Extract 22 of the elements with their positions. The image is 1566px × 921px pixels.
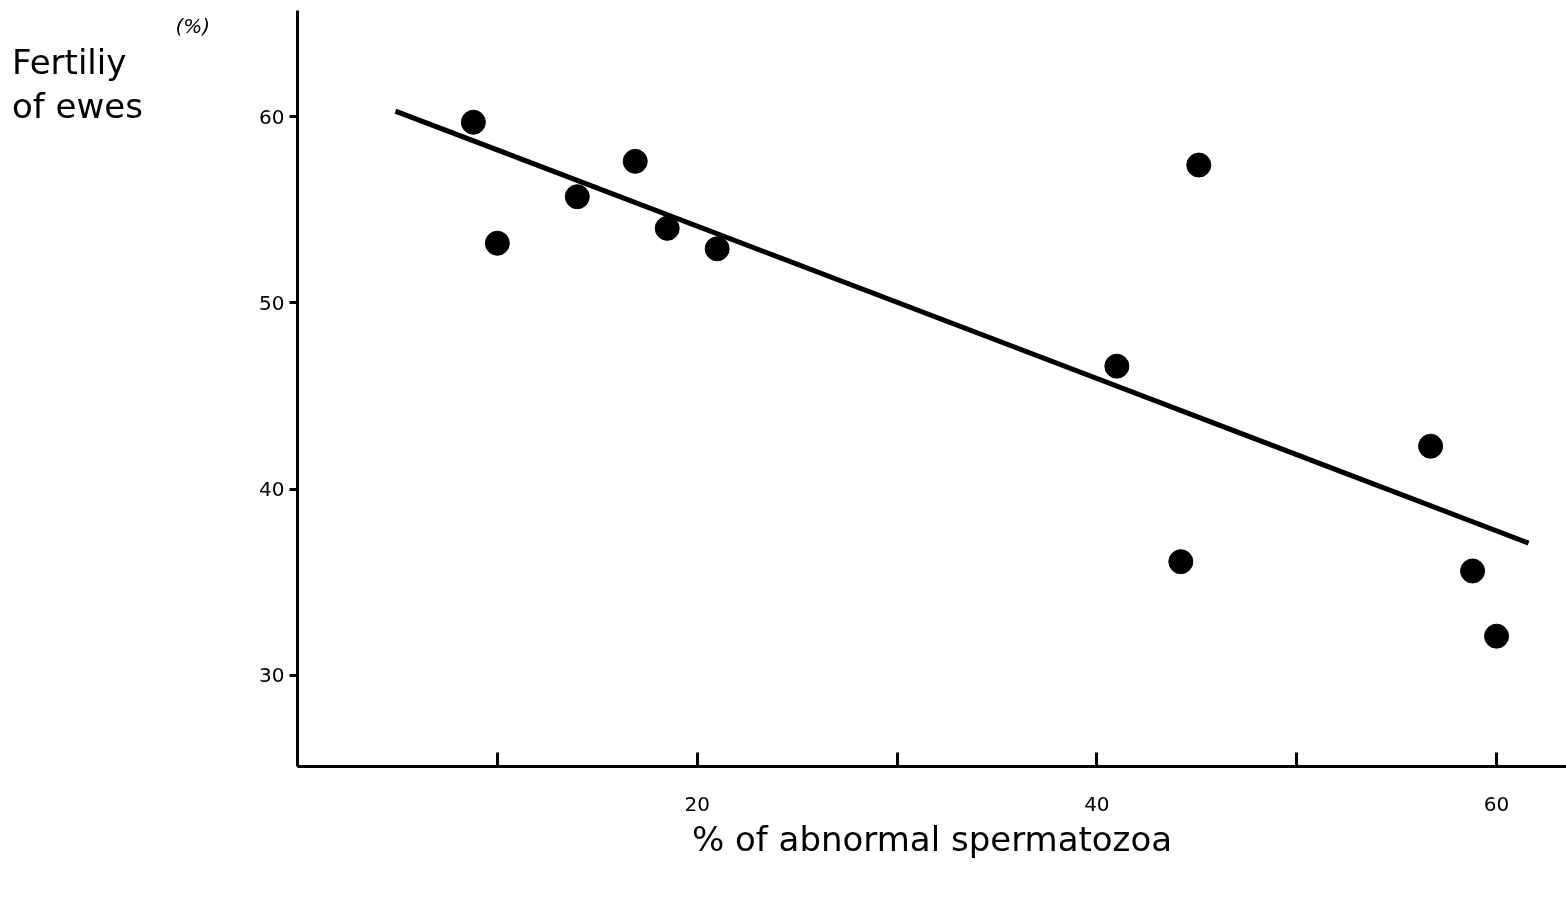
point xyxy=(460,109,486,135)
point xyxy=(1104,353,1130,379)
point xyxy=(564,184,590,210)
point xyxy=(704,236,730,262)
y-tick-label: 40 xyxy=(259,477,285,502)
x-tick-label: 20 xyxy=(684,791,710,816)
point xyxy=(654,215,680,241)
x-tick-label: 40 xyxy=(1084,791,1110,816)
point xyxy=(622,148,648,174)
y-tick-label: 60 xyxy=(259,104,285,129)
point xyxy=(1168,549,1194,575)
y-tick-label: 30 xyxy=(259,663,285,688)
point xyxy=(1484,623,1510,649)
x-tick-label: 60 xyxy=(1483,791,1510,816)
y-axis-title: Fertiliy of ewes xyxy=(12,41,143,129)
x-axis-title: % of abnormal spermatozoa xyxy=(691,818,1173,859)
point xyxy=(1460,558,1486,584)
y-tick-label: 50 xyxy=(259,290,285,315)
point xyxy=(1186,152,1212,178)
point xyxy=(1418,433,1444,459)
text: (%) xyxy=(175,13,210,40)
point xyxy=(484,230,510,256)
